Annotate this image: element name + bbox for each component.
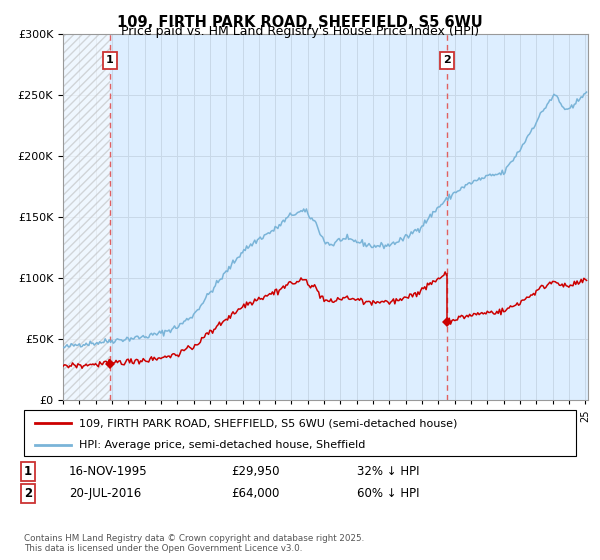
Text: Price paid vs. HM Land Registry's House Price Index (HPI): Price paid vs. HM Land Registry's House …: [121, 25, 479, 38]
Text: Contains HM Land Registry data © Crown copyright and database right 2025.
This d: Contains HM Land Registry data © Crown c…: [24, 534, 364, 553]
Bar: [63, 34, 110, 400]
Text: £29,950: £29,950: [231, 465, 280, 478]
Text: 20-JUL-2016: 20-JUL-2016: [69, 487, 141, 501]
Text: 1: 1: [24, 465, 32, 478]
Text: 60% ↓ HPI: 60% ↓ HPI: [357, 487, 419, 501]
Text: 109, FIRTH PARK ROAD, SHEFFIELD, S5 6WU: 109, FIRTH PARK ROAD, SHEFFIELD, S5 6WU: [117, 15, 483, 30]
Text: 2: 2: [443, 55, 451, 66]
Text: HPI: Average price, semi-detached house, Sheffield: HPI: Average price, semi-detached house,…: [79, 440, 365, 450]
Text: £64,000: £64,000: [231, 487, 280, 501]
Text: 109, FIRTH PARK ROAD, SHEFFIELD, S5 6WU (semi-detached house): 109, FIRTH PARK ROAD, SHEFFIELD, S5 6WU …: [79, 418, 458, 428]
Text: 16-NOV-1995: 16-NOV-1995: [69, 465, 148, 478]
Text: 1: 1: [106, 55, 114, 66]
FancyBboxPatch shape: [24, 410, 576, 456]
Text: 32% ↓ HPI: 32% ↓ HPI: [357, 465, 419, 478]
Text: 2: 2: [24, 487, 32, 501]
